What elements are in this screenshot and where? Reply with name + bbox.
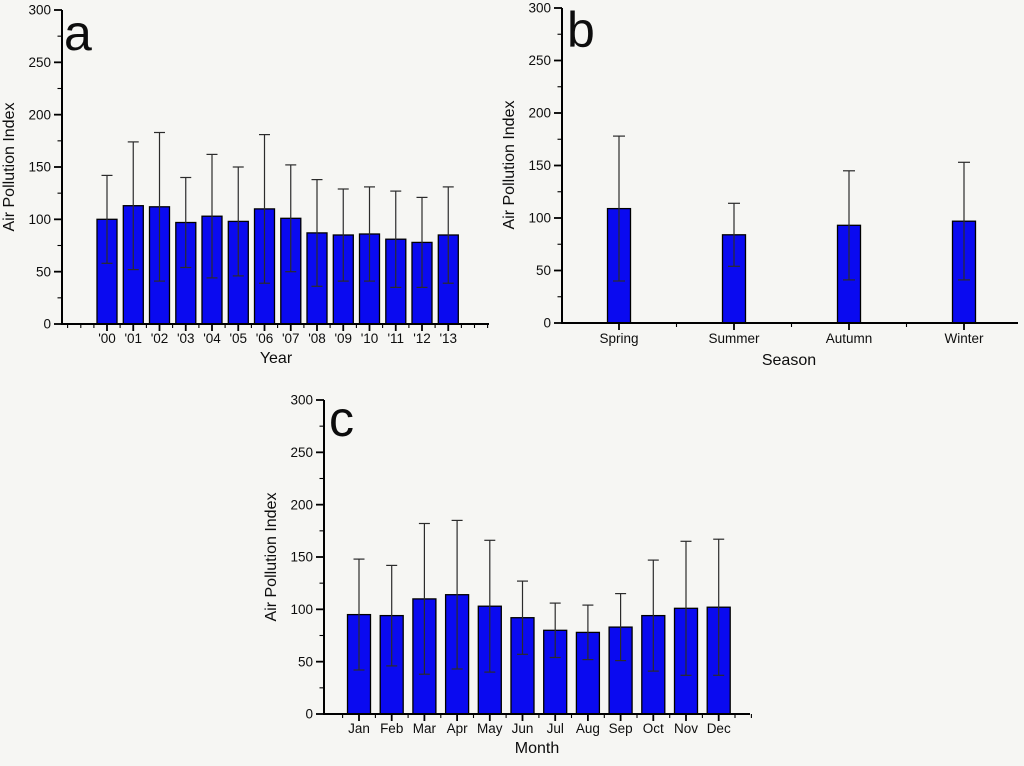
error-bar-07 [285, 164, 297, 273]
error-bar-12 [416, 196, 428, 288]
x-tick-label: Sep [609, 721, 633, 736]
y-tick-label: 0 [43, 317, 51, 332]
y-tick-label: 200 [528, 106, 551, 121]
x-tick-label: Spring [599, 331, 638, 346]
error-bar-Autumn [843, 170, 855, 281]
error-bar-09 [337, 188, 349, 282]
x-tick-label: '12 [413, 331, 431, 346]
panel-letter-a: a [64, 5, 92, 61]
x-tick-label: '10 [361, 331, 379, 346]
error-bar-Jun [517, 580, 528, 655]
x-tick-label: Feb [380, 721, 403, 736]
x-tick-label: '13 [439, 331, 457, 346]
error-bar-Winter [958, 161, 970, 281]
x-tick-label: '04 [203, 331, 221, 346]
error-bar-05 [232, 166, 244, 277]
panel-letter-b: b [567, 2, 595, 58]
error-bar-01 [127, 141, 139, 271]
y-tick-label: 150 [290, 550, 313, 565]
y-tick-label: 200 [28, 107, 51, 122]
x-tick-label: Jan [348, 721, 370, 736]
x-tick-label: '08 [308, 331, 326, 346]
y-tick-label: 250 [290, 445, 313, 460]
error-bar-Apr [451, 519, 463, 670]
x-tick-label: Jul [547, 721, 564, 736]
x-tick-label: Aug [576, 721, 600, 736]
y-tick-label: 50 [298, 654, 313, 669]
y-tick-label: 250 [28, 55, 51, 70]
y-tick-label: 250 [528, 53, 551, 68]
error-bar-Dec [713, 538, 725, 676]
y-tick-label: 0 [305, 707, 313, 722]
panel-letter-c: c [329, 391, 354, 447]
error-bar-May [484, 539, 496, 673]
x-tick-label: '07 [282, 331, 300, 346]
x-tick-label: Winter [944, 331, 984, 346]
x-axis-title: Month [515, 740, 559, 757]
x-tick-label: Apr [447, 721, 469, 736]
x-tick-label: Autumn [826, 331, 873, 346]
error-bar-Spring [613, 135, 625, 282]
error-bar-03 [180, 176, 192, 269]
panel-c: 0 50 100 150 200 250 300 Jan Feb Mar Apr May Jun Jul A… [263, 391, 752, 757]
error-bar-10 [364, 186, 375, 282]
y-tick-label: 300 [528, 1, 551, 16]
y-tick-label: 100 [528, 211, 551, 226]
error-bar-Summer [728, 202, 740, 267]
error-bar-Jan [353, 558, 365, 671]
error-bar-Feb [386, 564, 398, 667]
y-tick-label: 150 [28, 160, 51, 175]
error-bar-Jul [549, 602, 561, 659]
error-bar-Nov [680, 540, 692, 676]
error-bar-Aug [582, 604, 594, 661]
panel-a: 0 50 100 150 200 250 300 '00 '01 '02 '03 '04 '05 '06 '… [1, 3, 489, 367]
error-bar-08 [311, 179, 323, 287]
x-tick-label: Nov [674, 721, 698, 736]
y-axis-title: Air Pollution Index [263, 493, 280, 622]
y-tick-label: 300 [290, 393, 313, 408]
error-bar-Oct [647, 559, 659, 672]
x-tick-label: '03 [177, 331, 195, 346]
y-tick-label: 100 [28, 212, 51, 227]
x-tick-label: '09 [334, 331, 352, 346]
error-bar-02 [154, 131, 165, 282]
x-axis-title: Season [762, 352, 816, 369]
error-bar-06 [259, 134, 270, 284]
error-bar-00 [101, 174, 113, 264]
error-bar-04 [206, 153, 218, 279]
x-tick-label: Mar [413, 721, 437, 736]
panel-b: 0 50 100 150 200 250 300 Spring Summer Autumn Wint… [501, 1, 1018, 369]
y-tick-label: 0 [543, 316, 551, 331]
y-tick-label: 100 [290, 602, 313, 617]
x-tick-label: '11 [387, 331, 404, 346]
y-axis-title: Air Pollution Index [1, 103, 18, 232]
error-bar-Mar [418, 522, 430, 675]
y-tick-label: 50 [36, 264, 51, 279]
x-tick-label: '00 [98, 331, 116, 346]
x-tick-label: Summer [708, 331, 760, 346]
y-axis-title: Air Pollution Index [501, 101, 518, 230]
x-tick-label: '02 [151, 331, 169, 346]
x-tick-label: May [477, 721, 503, 736]
y-tick-label: 200 [290, 497, 313, 512]
x-tick-label: '01 [124, 331, 142, 346]
x-tick-label: '06 [256, 331, 274, 346]
x-tick-label: Jun [512, 721, 534, 736]
y-tick-label: 300 [28, 3, 51, 18]
error-bar-Sep [615, 592, 627, 662]
x-tick-label: Dec [707, 721, 731, 736]
x-tick-label: '05 [229, 331, 247, 346]
y-tick-label: 50 [536, 263, 551, 278]
x-axis-title: Year [260, 350, 293, 367]
y-tick-label: 150 [528, 158, 551, 173]
x-tick-label: Oct [643, 721, 664, 736]
error-bar-13 [442, 186, 454, 284]
error-bar-11 [390, 190, 402, 288]
